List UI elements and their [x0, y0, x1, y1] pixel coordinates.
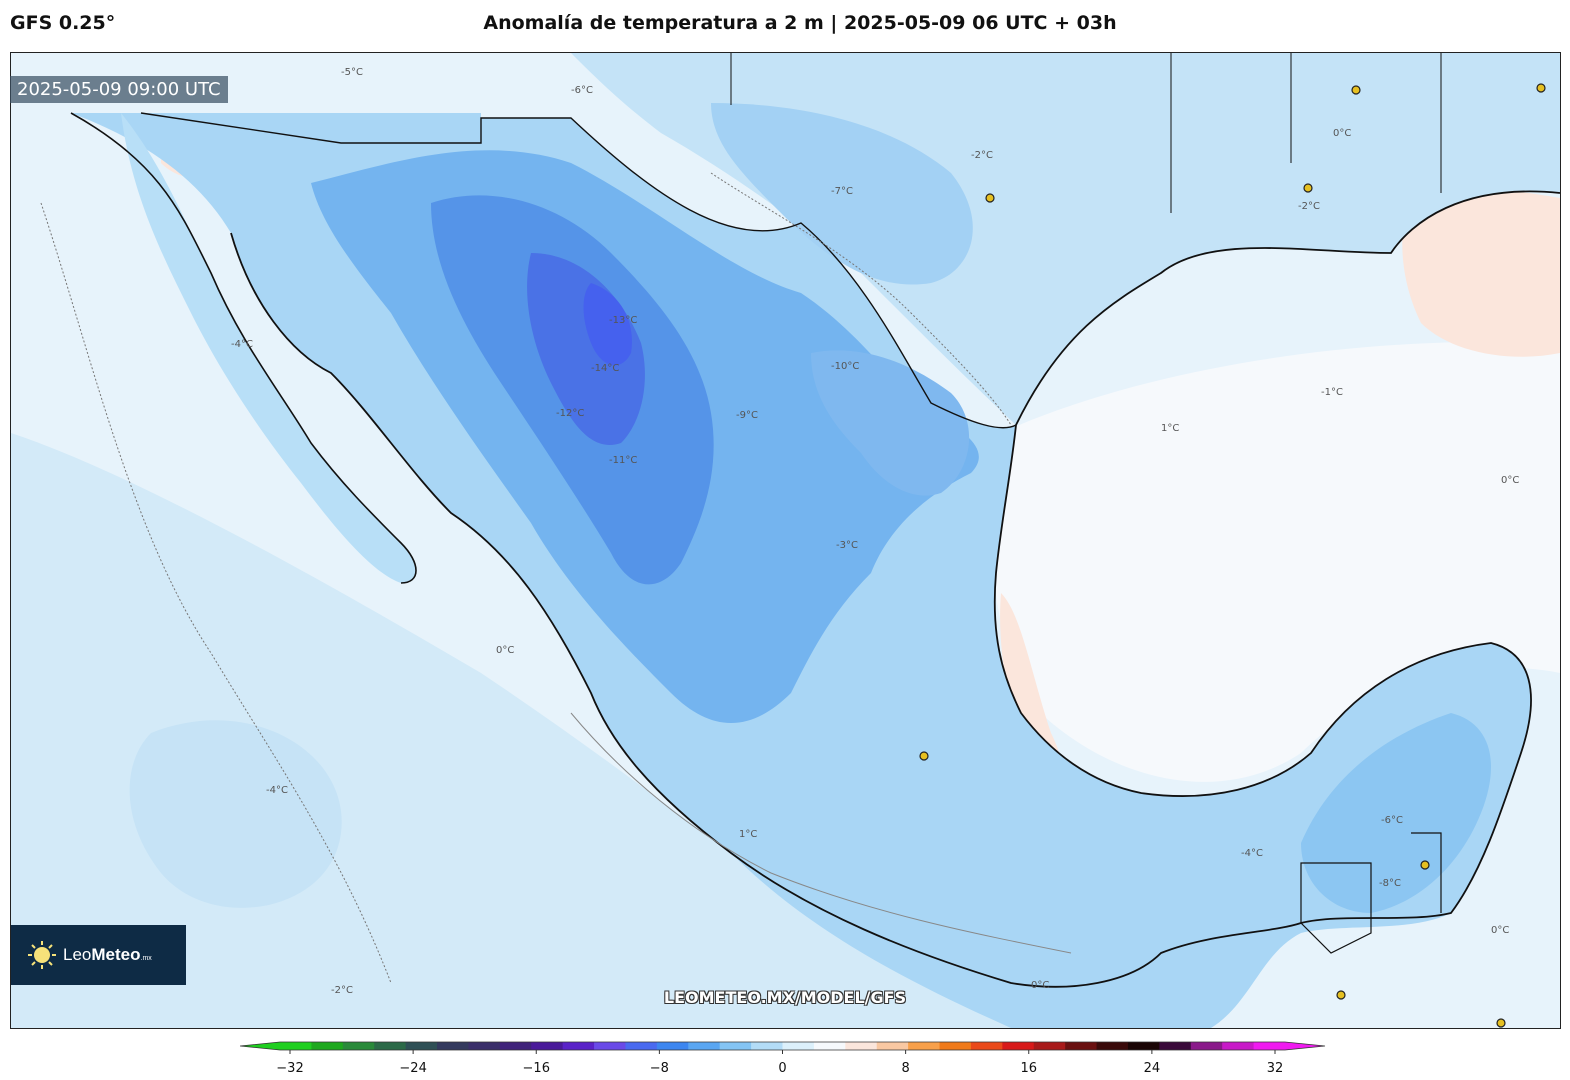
- contour-line: [40, 202, 392, 984]
- colorbar-tick-label: 24: [1144, 1061, 1161, 1076]
- colorbar-tick-label: −24: [399, 1061, 426, 1076]
- contour-label: -5°C: [341, 67, 363, 78]
- mainland-coastline: [230, 190, 1560, 988]
- cold-core-center: [583, 283, 632, 366]
- logo-text: LeoMeteo.mx: [63, 945, 152, 964]
- warm-anomaly-coast: [1000, 593, 1062, 781]
- contour-label: -2°C: [1298, 201, 1320, 212]
- guatemala-border: [1300, 862, 1372, 954]
- sun-icon: [28, 941, 56, 969]
- colorbar-cell: [280, 1042, 312, 1050]
- valid-time-label: 2025-05-09 09:00 UTC: [10, 76, 228, 103]
- us-mexico-border: [140, 112, 1017, 429]
- colorbar-cell: [625, 1042, 658, 1050]
- colorbar-cell: [719, 1042, 752, 1050]
- contour-label: -10°C: [831, 361, 859, 372]
- contour-label: 0°C: [1491, 925, 1509, 936]
- contour-label: 0°C: [1333, 128, 1351, 139]
- texas-cool-zone: [711, 103, 973, 285]
- colorbar-cell: [813, 1042, 846, 1050]
- contour-label: -7°C: [831, 186, 853, 197]
- contour-label: -8°C: [1379, 878, 1401, 889]
- colorbar-cell: [499, 1042, 532, 1050]
- contour-label: -4°C: [1241, 848, 1263, 859]
- colorbar-cell: [531, 1042, 564, 1050]
- contour-label: -13°C: [609, 315, 637, 326]
- colorbar-cell: [1253, 1042, 1286, 1050]
- belize-border: [1411, 832, 1442, 913]
- colorbar-cell: [751, 1042, 783, 1050]
- contour-label: -6°C: [571, 85, 593, 96]
- contour-label: 1°C: [739, 829, 757, 840]
- colorbar-cell: [845, 1042, 878, 1050]
- contour-label: 0°C: [496, 645, 514, 656]
- warm-anomaly-east: [1402, 188, 1560, 357]
- colorbar-cell: [908, 1042, 941, 1050]
- colorbar-max-arrow: [1285, 1042, 1325, 1050]
- contour-labels: -5°C -6°C -4°C -3°C -1°C -7°C -8°C -9°C …: [231, 67, 1519, 996]
- colorbar-cell: [782, 1042, 815, 1050]
- contour-label: -12°C: [556, 408, 584, 419]
- colorbar-svg: −32 −24 −16 −8 0 8 16 24 32: [239, 1041, 1326, 1076]
- colorbar-outline: [239, 1041, 1326, 1051]
- colorbar-cell: [876, 1042, 909, 1050]
- us-state-borders: [730, 53, 1442, 213]
- contour-label: -4°C: [231, 339, 253, 350]
- northeast-cold-patch: [811, 350, 970, 496]
- colorbar-cell: [939, 1042, 972, 1050]
- contour-label: -2°C: [971, 150, 993, 161]
- baja-coastline: [70, 112, 417, 584]
- contour-label: 1°C: [1161, 423, 1179, 434]
- contour-line: [570, 712, 1072, 954]
- colorbar-cell: [1222, 1042, 1255, 1050]
- contour-label: 0°C: [1501, 475, 1519, 486]
- colorbar-cell: [405, 1042, 438, 1050]
- colorbar-cell: [594, 1042, 626, 1050]
- colorbar-cell: [562, 1042, 595, 1050]
- colorbar-tick-label: 8: [901, 1061, 909, 1076]
- site-url-watermark: LEOMETEO.MX/MODEL/GFS: [663, 988, 907, 1007]
- map-canvas: -5°C -6°C -4°C -3°C -1°C -7°C -8°C -9°C …: [11, 53, 1560, 1028]
- colorbar-min-arrow: [240, 1042, 280, 1050]
- colorbar-cell: [1190, 1042, 1223, 1050]
- colorbar-tick-label: 16: [1020, 1061, 1037, 1076]
- chart-title: Anomalía de temperatura a 2 m | 2025-05-…: [483, 12, 1117, 34]
- colorbar-cell: [1002, 1042, 1035, 1050]
- colorbar-cell: [1033, 1042, 1066, 1050]
- contour-line: [710, 172, 1012, 426]
- colorbar-cell: [688, 1042, 721, 1050]
- colorbar-tick-label: 0: [778, 1061, 786, 1076]
- temperature-anomaly-map: -5°C -6°C -4°C -3°C -1°C -7°C -8°C -9°C …: [10, 52, 1561, 1029]
- colorbar-cell: [374, 1042, 407, 1050]
- pacific-cool-core: [129, 720, 342, 908]
- model-name: GFS 0.25°: [10, 12, 116, 34]
- colorbar-cell: [1096, 1042, 1129, 1050]
- contour-label: -9°C: [736, 410, 758, 421]
- colorbar-cell: [1159, 1042, 1192, 1050]
- contour-label: -6°C: [1381, 815, 1403, 826]
- contour-label: -3°C: [836, 540, 858, 551]
- contour-label: -4°C: [266, 785, 288, 796]
- city-markers: [919, 83, 1546, 1028]
- leometeo-logo: LeoMeteo.mx: [11, 925, 186, 985]
- colorbar-cell: [970, 1042, 1003, 1050]
- colorbar-cell: [1127, 1042, 1160, 1050]
- colorbar-tick-label: 32: [1267, 1061, 1284, 1076]
- colorbar-cell: [656, 1042, 689, 1050]
- baja-california: [121, 113, 416, 583]
- contour-label: -11°C: [609, 455, 637, 466]
- contour-label: -14°C: [591, 363, 619, 374]
- colorbar-tick-label: −16: [523, 1061, 550, 1076]
- colorbar-cell: [1065, 1042, 1098, 1050]
- colorbar-cell: [468, 1042, 501, 1050]
- contour-label: -1°C: [1321, 387, 1343, 398]
- colorbar-cell: [311, 1042, 344, 1050]
- colorbar-cell: [437, 1042, 469, 1050]
- colorbar-cell: [342, 1042, 375, 1050]
- contour-label: 0°C: [1031, 980, 1049, 991]
- contour-label: -2°C: [331, 985, 353, 996]
- colorbar-tick-label: −8: [650, 1061, 669, 1076]
- colorbar: −32 −24 −16 −8 0 8 16 24 32: [239, 1040, 1330, 1076]
- colorbar-tick-label: −32: [276, 1061, 303, 1076]
